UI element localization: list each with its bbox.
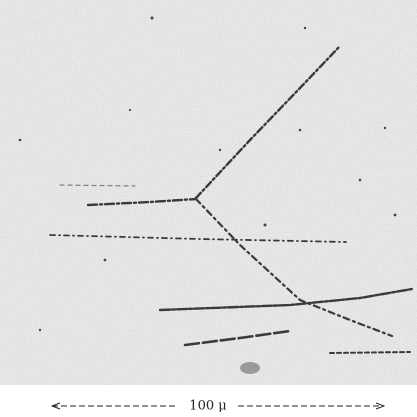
track <box>49 234 347 243</box>
particle-tracks <box>49 44 414 354</box>
grains <box>18 16 397 374</box>
track <box>329 351 411 354</box>
track <box>194 44 342 200</box>
scale-bar: 100 μ <box>52 399 384 414</box>
track <box>183 329 292 347</box>
photo-grain <box>0 0 417 385</box>
track <box>86 197 198 207</box>
track <box>158 287 414 312</box>
track <box>194 197 394 338</box>
track <box>59 184 136 187</box>
scale-label: 100 μ <box>189 399 226 414</box>
